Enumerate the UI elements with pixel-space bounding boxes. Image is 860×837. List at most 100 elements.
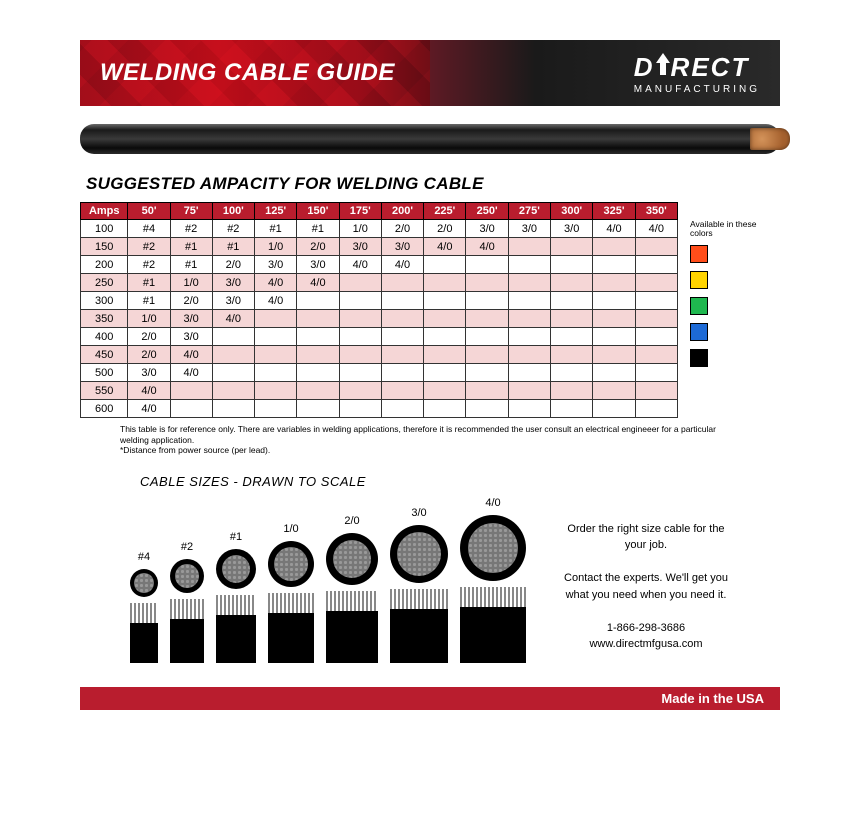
- footnote-line1: This table is for reference only. There …: [120, 424, 740, 445]
- table-cell: [381, 274, 423, 292]
- table-cell: [593, 238, 635, 256]
- table-cell: 4/0: [254, 274, 296, 292]
- table-cell: 4/0: [381, 256, 423, 274]
- contact-phone: 1-866-298-3686: [556, 620, 736, 637]
- table-cell: 400: [81, 328, 128, 346]
- brand-sub: MANUFACTURING: [634, 84, 760, 95]
- table-cell: 3/0: [466, 220, 508, 238]
- table-cell: 4/0: [128, 382, 170, 400]
- table-cell: [381, 400, 423, 418]
- size-label: #1: [230, 531, 242, 543]
- table-cell: [508, 310, 550, 328]
- table-row: 4002/03/0: [81, 328, 678, 346]
- table-cell: 4/0: [593, 220, 635, 238]
- table-cell: [466, 292, 508, 310]
- legend-title: Available in these colors: [690, 220, 780, 239]
- table-cell: [593, 274, 635, 292]
- cable-cross-section-icon: [390, 525, 448, 583]
- table-cell: [466, 310, 508, 328]
- cable-photo: [80, 124, 780, 154]
- table-row: 5504/0: [81, 382, 678, 400]
- table-cell: [551, 238, 593, 256]
- table-cell: [424, 364, 466, 382]
- table-cell: 2/0: [128, 346, 170, 364]
- table-cell: [635, 382, 677, 400]
- table-cell: 1/0: [254, 238, 296, 256]
- table-header: 125': [254, 203, 296, 220]
- table-cell: [466, 382, 508, 400]
- table-cell: 250: [81, 274, 128, 292]
- table-cell: 2/0: [424, 220, 466, 238]
- table-header: Amps: [81, 203, 128, 220]
- table-row: 250#11/03/04/04/0: [81, 274, 678, 292]
- table-cell: #2: [128, 256, 170, 274]
- size-label: #4: [138, 551, 150, 563]
- table-cell: [339, 400, 381, 418]
- table-cell: [297, 364, 339, 382]
- section-title: SUGGESTED AMPACITY FOR WELDING CABLE: [86, 174, 780, 194]
- table-cell: 600: [81, 400, 128, 418]
- table-cell: [466, 328, 508, 346]
- made-bar: Made in the USA: [80, 687, 780, 710]
- table-row: 300#12/03/04/0: [81, 292, 678, 310]
- footnote: This table is for reference only. There …: [120, 424, 740, 456]
- table-cell: [508, 256, 550, 274]
- table-cell: [212, 328, 254, 346]
- table-cell: [635, 400, 677, 418]
- table-cell: [339, 328, 381, 346]
- table-cell: 150: [81, 238, 128, 256]
- size-col: #1: [216, 531, 256, 663]
- table-cell: [593, 346, 635, 364]
- table-row: 6004/0: [81, 400, 678, 418]
- table-cell: #4: [128, 220, 170, 238]
- table-cell: #1: [170, 238, 212, 256]
- table-cell: [212, 400, 254, 418]
- cable-cross-section-icon: [216, 549, 256, 589]
- table-cell: 1/0: [128, 310, 170, 328]
- table-cell: [635, 238, 677, 256]
- table-cell: [466, 256, 508, 274]
- table-cell: 3/0: [170, 328, 212, 346]
- table-cell: [424, 382, 466, 400]
- table-cell: [297, 328, 339, 346]
- table-cell: 3/0: [551, 220, 593, 238]
- table-cell: 2/0: [170, 292, 212, 310]
- contact-url: www.directmfgusa.com: [556, 636, 736, 653]
- table-cell: [297, 310, 339, 328]
- table-header: 300': [551, 203, 593, 220]
- table-cell: #2: [128, 238, 170, 256]
- table-cell: [593, 400, 635, 418]
- brand-right: RECT: [671, 52, 750, 83]
- table-cell: 3/0: [254, 256, 296, 274]
- table-cell: #2: [170, 220, 212, 238]
- table-cell: [508, 382, 550, 400]
- table-cell: [212, 346, 254, 364]
- table-cell: 4/0: [297, 274, 339, 292]
- table-cell: [339, 382, 381, 400]
- cable-cross-section-icon: [268, 541, 314, 587]
- table-cell: [381, 310, 423, 328]
- cable-strip-icon: [216, 595, 256, 663]
- brand-logo: D RECT MANUFACTURING: [634, 51, 760, 95]
- table-cell: [254, 364, 296, 382]
- table-cell: [339, 292, 381, 310]
- table-row: 200#2#12/03/03/04/04/0: [81, 256, 678, 274]
- table-cell: [551, 256, 593, 274]
- table-cell: 4/0: [254, 292, 296, 310]
- table-cell: [297, 400, 339, 418]
- table-header: 200': [381, 203, 423, 220]
- table-header: 325': [593, 203, 635, 220]
- ampacity-table: Amps50'75'100'125'150'175'200'225'250'27…: [80, 202, 678, 418]
- table-cell: [424, 256, 466, 274]
- color-swatch: [690, 323, 708, 341]
- table-cell: 350: [81, 310, 128, 328]
- table-cell: 4/0: [212, 310, 254, 328]
- table-row: 5003/04/0: [81, 364, 678, 382]
- header-banner: WELDING CABLE GUIDE D RECT MANUFACTURING: [80, 40, 780, 106]
- color-swatch: [690, 349, 708, 367]
- table-header: 75': [170, 203, 212, 220]
- table-cell: [339, 274, 381, 292]
- banner-title: WELDING CABLE GUIDE: [100, 59, 395, 87]
- table-cell: 3/0: [128, 364, 170, 382]
- table-cell: [466, 346, 508, 364]
